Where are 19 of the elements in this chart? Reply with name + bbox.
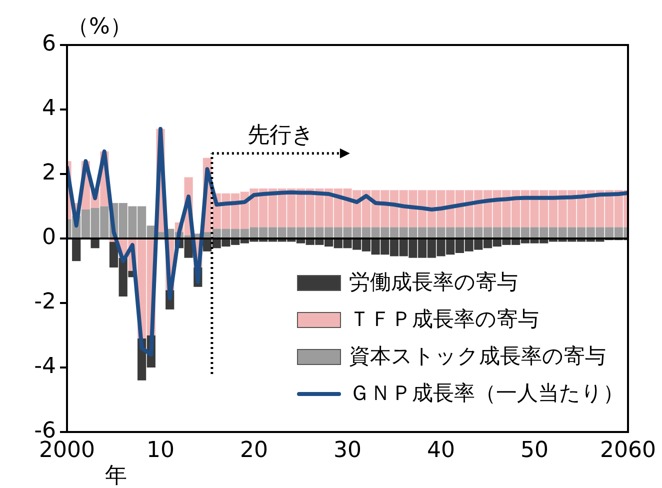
y-tick-label: 2	[42, 160, 56, 186]
x-tick-label: 50	[520, 438, 549, 463]
y-tick-label: 4	[42, 96, 56, 122]
legend-label: 労働成長率の寄与	[349, 270, 518, 294]
legend-label: ＧＮＰ成長率（一人当たり）	[349, 381, 624, 405]
y-tick-label: 6	[42, 32, 56, 57]
x-tick-label: 20	[240, 438, 268, 463]
y-axis-title: （%）	[67, 14, 132, 40]
ref-line-label: 先行き	[247, 123, 314, 148]
x-axis-title: 年	[105, 464, 127, 488]
x-tick-label: 10	[146, 438, 174, 463]
x-tick-label: 40	[427, 438, 456, 463]
legend-label: ＴＦＰ成長率の寄与	[349, 307, 540, 331]
x-tick-label: 30	[334, 438, 362, 463]
legend-label: 資本ストック成長率の寄与	[349, 344, 606, 368]
x-tick-label: 2060	[600, 438, 656, 463]
y-tick-label: -2	[34, 290, 56, 315]
y-tick-label: 0	[42, 225, 56, 250]
y-tick-label: -4	[34, 354, 56, 380]
